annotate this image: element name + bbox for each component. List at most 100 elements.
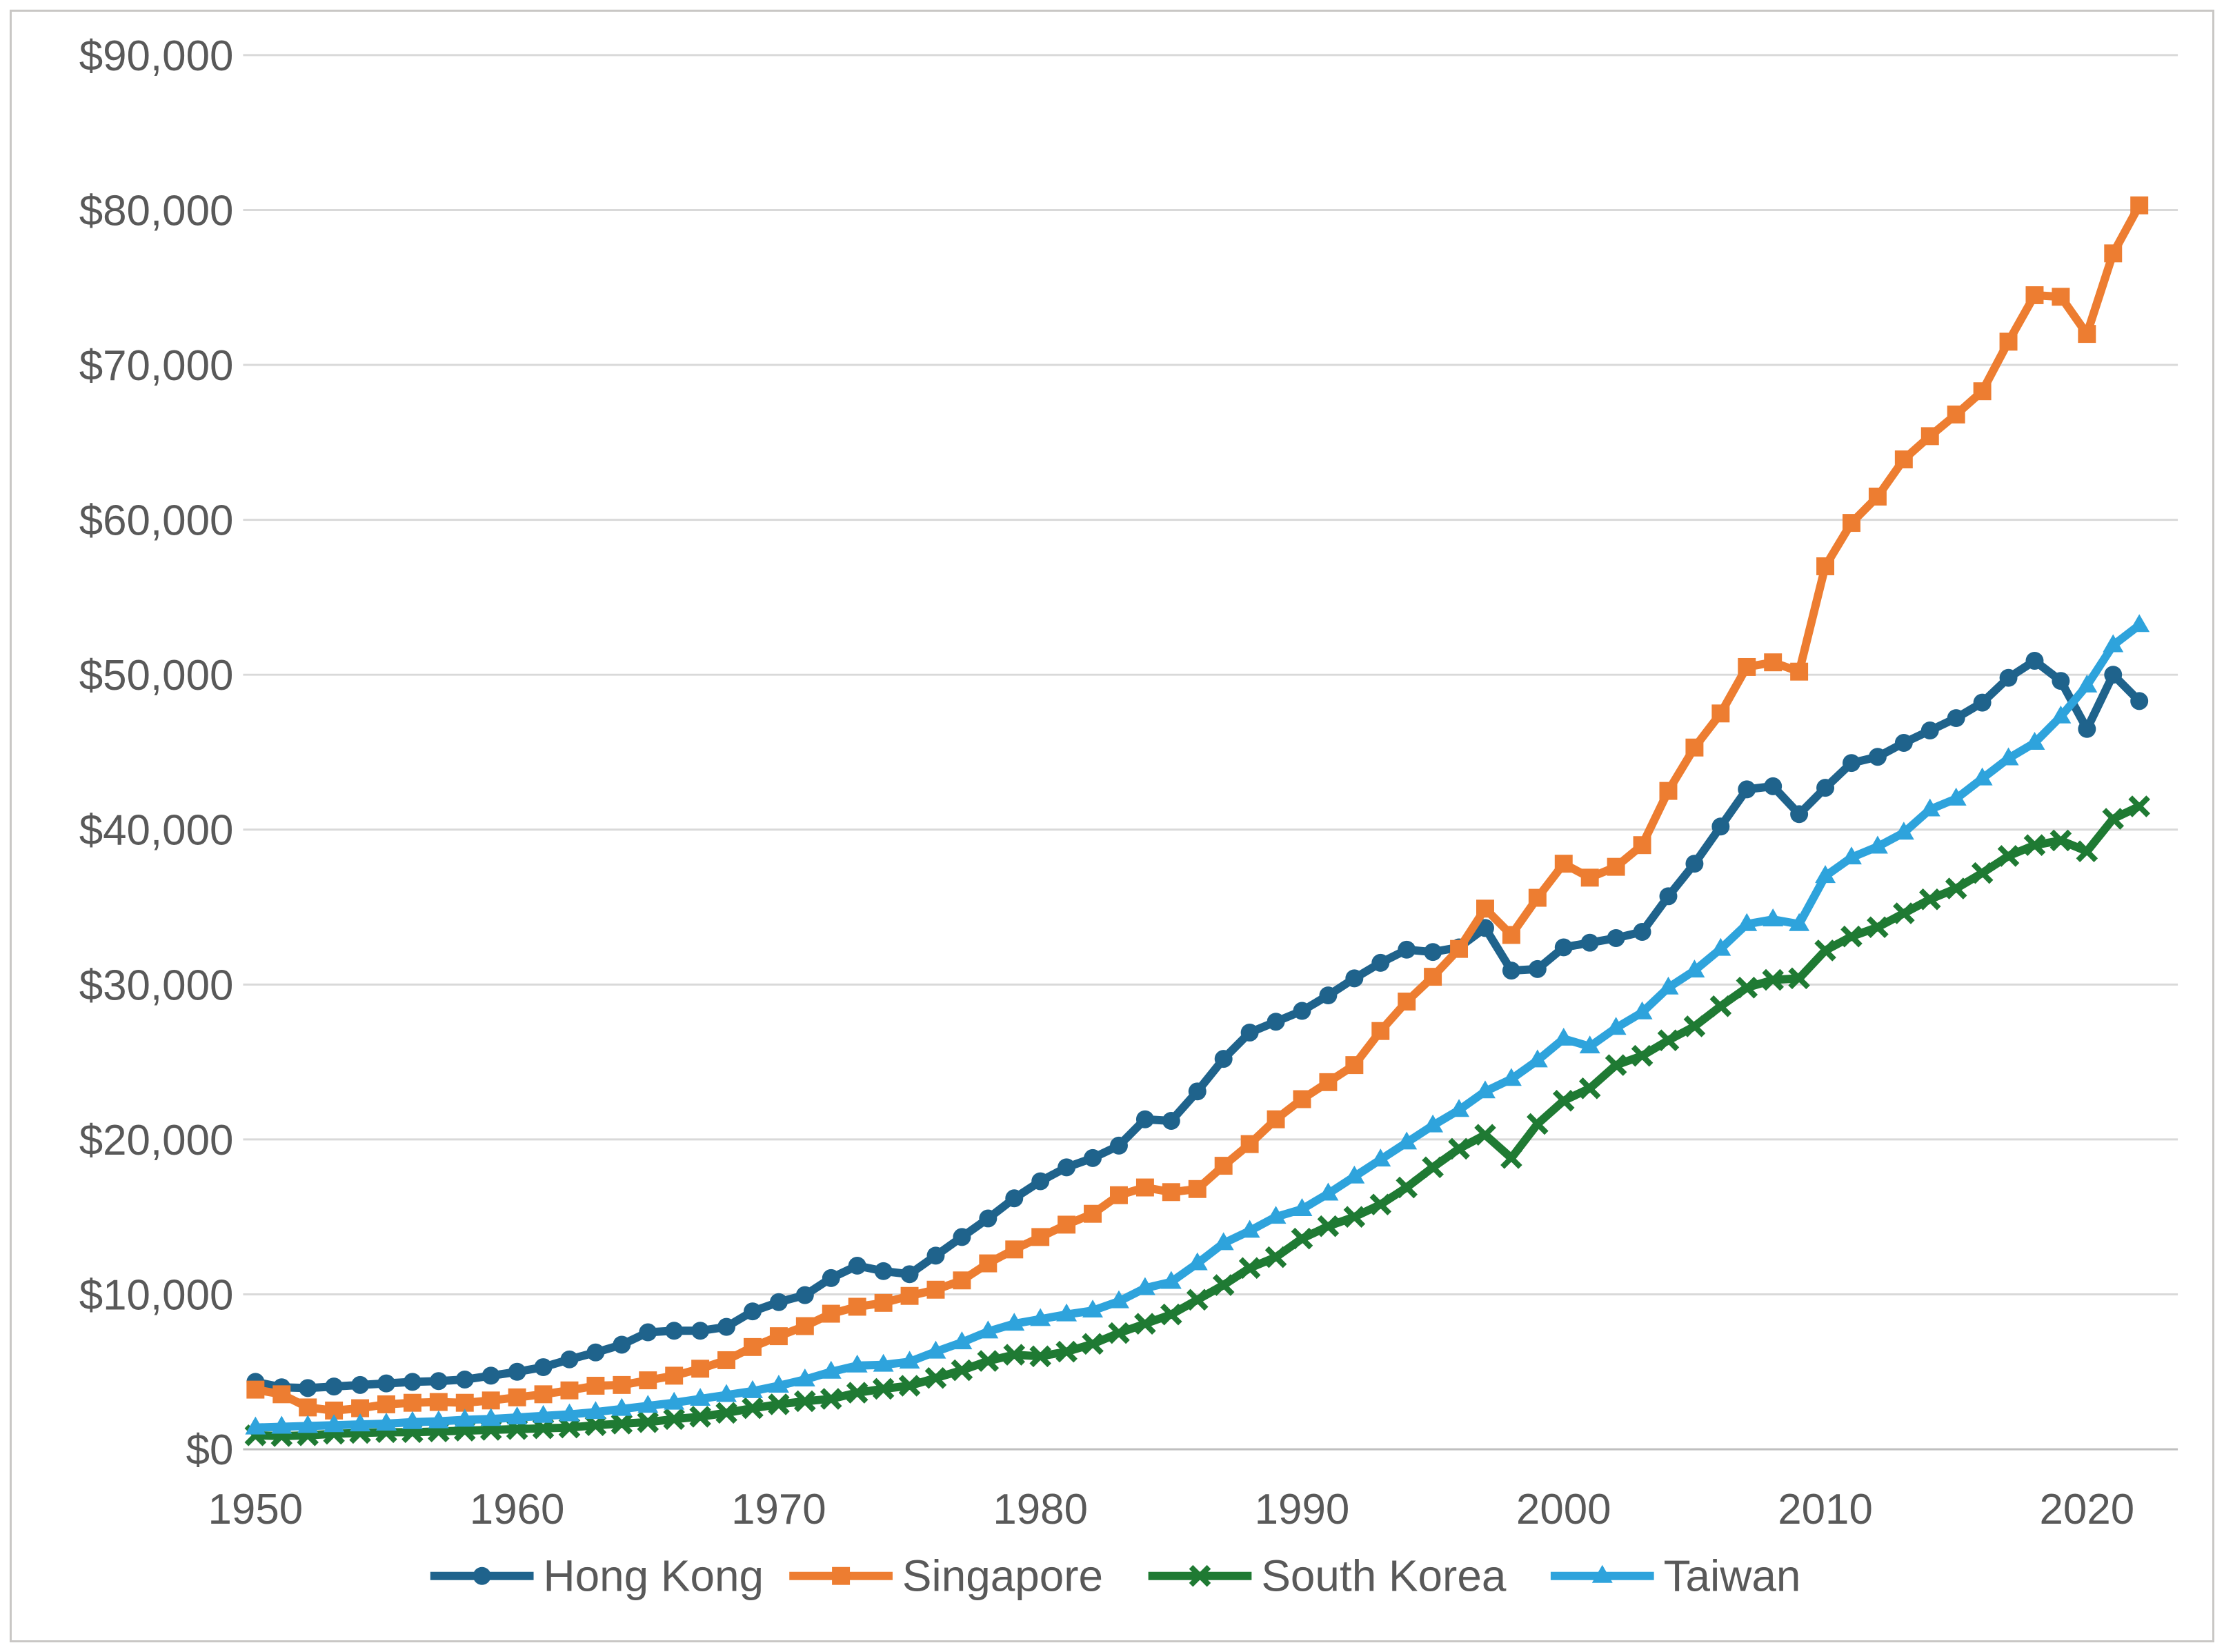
data-point-marker xyxy=(558,1416,581,1439)
data-point-marker xyxy=(1422,1114,1444,1133)
data-point-marker xyxy=(846,1354,868,1373)
data-point-marker xyxy=(1058,1215,1076,1234)
data-point-marker xyxy=(1291,1198,1313,1216)
data-point-marker xyxy=(351,1375,370,1394)
data-point-marker xyxy=(1736,977,1758,999)
data-point-marker xyxy=(1790,805,1809,824)
y-tick-label: $20,000 xyxy=(79,1117,234,1164)
data-point-marker xyxy=(1553,1027,1574,1046)
data-point-marker xyxy=(926,1246,945,1265)
data-point-marker xyxy=(1371,1022,1390,1040)
y-tick-label: $90,000 xyxy=(79,32,234,80)
data-point-marker xyxy=(1736,913,1758,931)
data-point-marker xyxy=(794,1390,816,1413)
data-point-marker xyxy=(2129,614,2150,633)
data-point-marker xyxy=(1293,1002,1311,1020)
data-point-marker xyxy=(977,1320,999,1339)
data-point-marker xyxy=(533,1404,554,1423)
data-point-marker xyxy=(1790,662,1809,681)
data-point-marker xyxy=(2052,288,2070,306)
data-point-marker xyxy=(2103,634,2124,653)
data-point-marker xyxy=(1238,1257,1261,1280)
data-point-marker xyxy=(1267,1110,1285,1128)
x-tick-label: 1980 xyxy=(993,1486,1088,1533)
data-point-marker xyxy=(2052,672,2070,690)
data-point-marker xyxy=(1214,1050,1233,1068)
data-point-marker xyxy=(299,1379,317,1397)
data-point-marker xyxy=(1398,993,1416,1011)
data-point-marker xyxy=(1738,780,1756,799)
data-point-marker xyxy=(1502,962,1520,980)
x-tick-label: 2000 xyxy=(1516,1486,1611,1533)
series-singapore xyxy=(246,196,2149,1420)
data-point-marker xyxy=(1319,986,1338,1005)
data-point-marker xyxy=(1762,968,1784,991)
data-point-marker xyxy=(2076,674,2098,693)
data-point-marker xyxy=(1893,822,1914,840)
data-point-marker xyxy=(898,1375,921,1397)
x-tick-label: 1990 xyxy=(1255,1486,1350,1533)
data-point-marker xyxy=(1919,798,1940,817)
y-tick-label: $40,000 xyxy=(79,807,234,855)
data-point-marker xyxy=(979,1254,997,1273)
data-point-marker xyxy=(1973,693,1992,712)
data-point-marker xyxy=(1633,836,1651,855)
data-point-marker xyxy=(428,1410,449,1429)
data-point-marker xyxy=(1031,1172,1050,1191)
data-point-marker xyxy=(1345,1056,1364,1075)
legend-label: Hong Kong xyxy=(544,1551,764,1601)
data-point-marker xyxy=(848,1256,866,1275)
data-point-marker xyxy=(613,1375,631,1394)
data-point-marker xyxy=(1945,877,1967,899)
data-point-marker xyxy=(899,1351,920,1369)
y-tick-label: $0 xyxy=(186,1426,234,1474)
data-point-marker xyxy=(1893,902,1915,924)
data-point-marker xyxy=(2130,196,2149,215)
data-point-marker xyxy=(1213,1232,1234,1251)
data-point-marker xyxy=(637,1395,659,1413)
data-point-marker xyxy=(455,1371,474,1389)
data-point-marker xyxy=(1422,1156,1444,1179)
x-axis-labels: 1950 1960 1970 1980 1990 2000 2010 2020 xyxy=(208,1486,2135,1533)
data-point-marker xyxy=(953,1271,971,1290)
data-point-marker xyxy=(951,1359,973,1382)
data-point-marker xyxy=(506,1406,528,1425)
series-south-korea xyxy=(244,795,2150,1447)
data-point-marker xyxy=(1947,709,1965,728)
data-point-marker xyxy=(1450,939,1469,958)
data-point-marker xyxy=(1031,1228,1050,1246)
data-point-marker xyxy=(1998,747,2019,766)
data-point-marker xyxy=(403,1373,421,1391)
data-point-marker xyxy=(1580,868,1599,887)
data-point-marker xyxy=(1711,704,1730,723)
data-point-marker xyxy=(900,1265,919,1284)
data-point-marker xyxy=(1894,734,1913,752)
data-point-marker xyxy=(454,1409,475,1427)
data-point-marker xyxy=(1005,1240,1024,1259)
data-point-marker xyxy=(1160,1303,1182,1326)
data-point-marker xyxy=(1945,787,1967,806)
data-point-marker xyxy=(1843,754,1860,773)
data-point-marker xyxy=(691,1360,710,1378)
data-point-marker xyxy=(742,1397,764,1420)
data-point-marker xyxy=(1188,1082,1207,1101)
data-point-marker xyxy=(1815,865,1836,884)
data-point-marker xyxy=(1947,405,1965,424)
data-point-marker xyxy=(376,1413,397,1431)
data-point-marker xyxy=(1291,1227,1313,1250)
data-point-marker xyxy=(1738,657,1756,676)
data-point-marker xyxy=(480,1408,502,1426)
legend-label: Singapore xyxy=(902,1551,1103,1601)
data-point-marker xyxy=(1084,1204,1102,1223)
data-point-marker xyxy=(1264,1246,1287,1268)
data-point-marker xyxy=(584,1414,607,1437)
legend: Hong Kong Singapore South Korea Taiwan xyxy=(430,1551,1800,1601)
data-point-marker xyxy=(350,1413,371,1432)
data-point-marker xyxy=(586,1377,605,1395)
data-point-marker xyxy=(1605,1054,1627,1076)
data-point-marker xyxy=(1186,1288,1209,1311)
data-point-marker xyxy=(508,1388,526,1406)
data-point-marker xyxy=(664,1391,685,1410)
data-point-marker xyxy=(1160,1271,1182,1289)
data-point-marker xyxy=(560,1381,579,1400)
